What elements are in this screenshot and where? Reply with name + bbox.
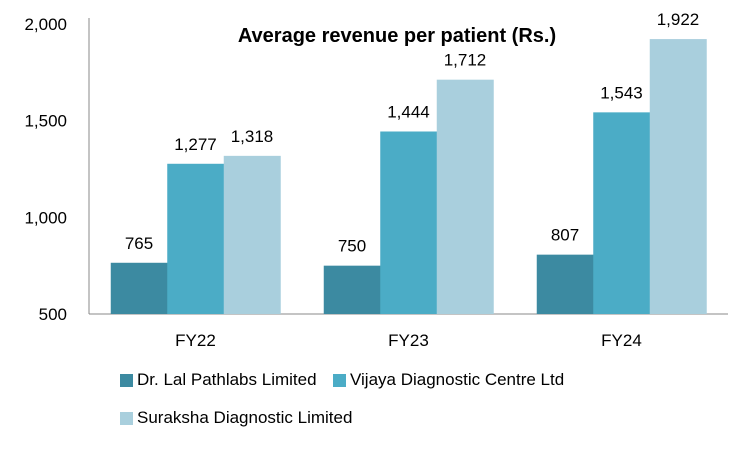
data-labels: 765 1,277 1,318 750 1,444 1,712 807 1,543 1,922 bbox=[125, 10, 699, 256]
bar bbox=[649, 39, 707, 314]
bar bbox=[110, 262, 168, 314]
data-label: 765 bbox=[125, 234, 153, 253]
bar bbox=[380, 131, 438, 314]
legend-item: Suraksha Diagnostic Limited bbox=[120, 408, 352, 428]
legend-item: Vijaya Diagnostic Centre Ltd bbox=[333, 370, 564, 390]
data-label: 1,318 bbox=[231, 127, 274, 146]
bar bbox=[323, 265, 381, 314]
x-tick-label: FY24 bbox=[601, 331, 642, 350]
data-label: 1,277 bbox=[174, 135, 217, 154]
chart-title: Average revenue per patient (Rs.) bbox=[238, 25, 556, 47]
data-label: 807 bbox=[551, 226, 579, 245]
legend-swatch bbox=[120, 411, 133, 425]
y-tick-label: 1,000 bbox=[24, 208, 67, 227]
bar bbox=[593, 112, 651, 314]
bar bbox=[436, 79, 494, 315]
data-label: 1,922 bbox=[657, 10, 700, 29]
data-label: 1,444 bbox=[387, 102, 430, 121]
bar bbox=[223, 155, 281, 314]
legend-label: Suraksha Diagnostic Limited bbox=[137, 408, 353, 427]
data-label: 1,543 bbox=[600, 83, 643, 102]
bar bbox=[167, 163, 225, 314]
legend-swatch bbox=[333, 373, 346, 387]
x-tick-label: FY22 bbox=[175, 331, 216, 350]
x-axis: FY22 FY23 FY24 bbox=[89, 313, 728, 350]
legend-swatch bbox=[120, 373, 133, 387]
x-tick-label: FY23 bbox=[388, 331, 429, 350]
legend-label: Vijaya Diagnostic Centre Ltd bbox=[350, 370, 565, 389]
bar bbox=[536, 254, 594, 314]
bars bbox=[110, 39, 707, 315]
data-label: 1,712 bbox=[444, 51, 487, 70]
legend-item: Dr. Lal Pathlabs Limited bbox=[120, 370, 317, 390]
legend-label: Dr. Lal Pathlabs Limited bbox=[137, 370, 317, 389]
y-tick-label: 2,000 bbox=[24, 15, 67, 34]
y-tick-label: 1,500 bbox=[24, 112, 67, 131]
y-axis: 500 1,000 1,500 2,000 bbox=[24, 15, 90, 324]
y-tick-label: 500 bbox=[39, 305, 67, 324]
data-label: 750 bbox=[338, 237, 366, 256]
